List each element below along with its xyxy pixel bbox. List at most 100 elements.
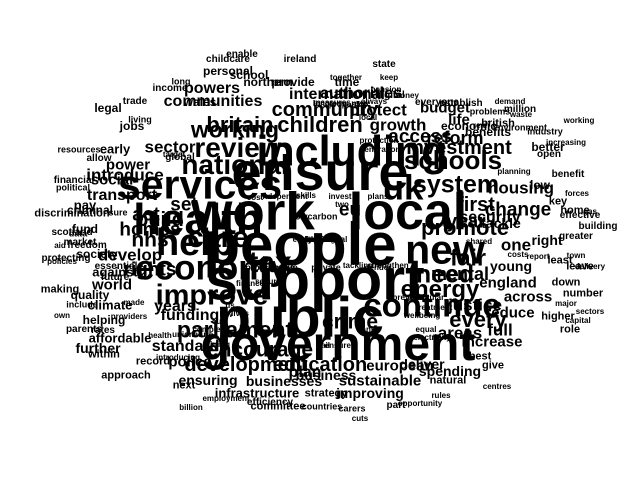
cloud-word: community xyxy=(271,99,379,121)
cloud-word: protect xyxy=(349,100,407,120)
cloud-word: services xyxy=(303,235,337,244)
cloud-word: first xyxy=(457,194,495,216)
cloud-word: fair xyxy=(450,244,486,271)
cloud-word: ireland xyxy=(283,54,317,65)
cloud-word: britains xyxy=(305,235,335,244)
cloud-word: income xyxy=(152,83,188,94)
cloud-word: parents xyxy=(65,324,103,335)
cloud-word: essential xyxy=(94,261,138,272)
cloud-word: fund xyxy=(72,222,98,236)
cloud-word: protection xyxy=(359,136,399,145)
cloud-word: down xyxy=(551,276,581,289)
cloud-word: power xyxy=(105,156,151,174)
cloud-word: private xyxy=(311,262,341,273)
cloud-word: measures xyxy=(313,98,351,107)
cloud-word: environment xyxy=(492,122,548,133)
cloud-word: review xyxy=(194,132,282,163)
cloud-word: reduce xyxy=(485,304,535,322)
cloud-word: role xyxy=(559,323,581,336)
cloud-word: personal xyxy=(202,64,254,78)
cloud-word: cuts xyxy=(351,414,369,423)
cloud-word: leave xyxy=(566,260,594,273)
cloud-word: carers xyxy=(338,403,366,414)
cloud-word: sure xyxy=(108,207,128,218)
cloud-word: protecting xyxy=(41,253,91,264)
cloud-word: rules xyxy=(431,391,451,400)
cloud-word: skills xyxy=(295,191,317,200)
cloud-word: together xyxy=(330,73,362,82)
cloud-word: social xyxy=(90,171,134,189)
cloud-word: communities xyxy=(163,93,263,110)
cloud-word: natural xyxy=(429,374,467,387)
cloud-word: british xyxy=(481,117,515,130)
cloud-word: cut xyxy=(212,317,224,326)
cloud-word: health xyxy=(148,331,172,340)
cloud-word: access xyxy=(388,126,452,148)
cloud-word: problems xyxy=(469,106,511,117)
cloud-word: increasing xyxy=(545,138,587,147)
cloud-word: international xyxy=(288,86,386,103)
cloud-word: deliver xyxy=(399,356,445,372)
cloud-word: report xyxy=(526,252,550,261)
cloud-word: develop xyxy=(97,245,163,265)
cloud-word: pension xyxy=(370,85,402,94)
cloud-word: new xyxy=(405,226,485,273)
cloud-word: school xyxy=(229,68,269,82)
cloud-word: allow xyxy=(86,153,112,164)
cloud-word: benefit xyxy=(551,169,585,180)
cloud-word: million xyxy=(503,104,537,115)
cloud-word: gas xyxy=(583,207,597,216)
cloud-word: promote xyxy=(421,215,509,240)
cloud-word: helping xyxy=(82,313,126,327)
cloud-word: children xyxy=(277,112,363,137)
cloud-word: proposals xyxy=(328,100,368,109)
cloud-word: resources xyxy=(57,144,101,155)
cloud-word: made xyxy=(123,298,145,307)
cloud-word: finance xyxy=(235,279,265,288)
cloud-word: independent xyxy=(260,192,308,201)
cloud-word: public xyxy=(216,285,384,350)
cloud-word: billion xyxy=(179,403,203,412)
cloud-word: justice xyxy=(448,295,502,315)
cloud-word: bank xyxy=(356,325,376,334)
cloud-word: tackling xyxy=(342,261,374,270)
cloud-word: england xyxy=(479,274,537,292)
cloud-word: environmental xyxy=(292,235,348,244)
cloud-word: establish xyxy=(439,98,483,109)
cloud-word: system xyxy=(412,170,500,199)
cloud-word: immigration xyxy=(297,235,343,244)
cloud-word: everyone xyxy=(415,97,459,108)
cloud-word: political xyxy=(55,182,91,193)
cloud-word: housing xyxy=(487,178,555,198)
cloud-word: programme xyxy=(245,262,295,273)
cloud-word: policies xyxy=(47,257,77,266)
cloud-word: number xyxy=(562,287,604,300)
cloud-word: police xyxy=(168,353,212,371)
cloud-word: security xyxy=(459,209,521,226)
cloud-word: scotland xyxy=(51,227,93,238)
cloud-word: european xyxy=(366,357,434,375)
cloud-word: opportunity xyxy=(397,399,443,408)
cloud-word: least xyxy=(547,254,573,267)
cloud-word: providers xyxy=(110,312,148,321)
cloud-word: banking xyxy=(304,235,336,244)
cloud-word: lowcarbon xyxy=(292,211,338,222)
cloud-word: within xyxy=(88,348,120,361)
cloud-word: new xyxy=(351,98,369,109)
cloud-word: schools xyxy=(403,145,503,175)
cloud-word: enable xyxy=(226,49,258,60)
cloud-word: ensure xyxy=(231,142,409,202)
cloud-word: tax xyxy=(248,246,292,279)
cloud-word: standards xyxy=(151,338,229,355)
cloud-word: care xyxy=(187,221,249,254)
cloud-word: northern xyxy=(243,75,293,89)
cloud-word: set xyxy=(170,194,198,216)
cloud-word: continue xyxy=(363,286,501,324)
cloud-word: time xyxy=(334,75,360,89)
cloud-word: education xyxy=(272,354,368,376)
cloud-word: further xyxy=(75,340,121,356)
cloud-word: support xyxy=(205,246,425,313)
cloud-word: strategy xyxy=(304,387,348,400)
cloud-word: local xyxy=(348,183,468,241)
